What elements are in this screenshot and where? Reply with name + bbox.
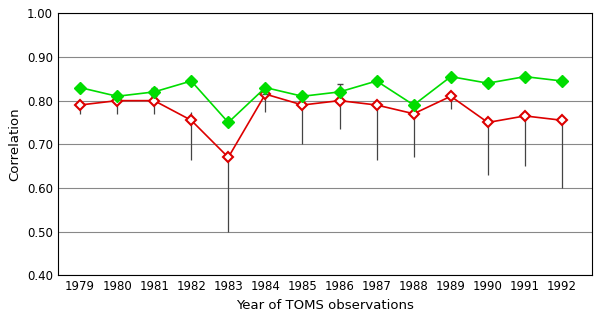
X-axis label: Year of TOMS observations: Year of TOMS observations	[236, 299, 413, 312]
Y-axis label: Correlation: Correlation	[8, 108, 22, 181]
